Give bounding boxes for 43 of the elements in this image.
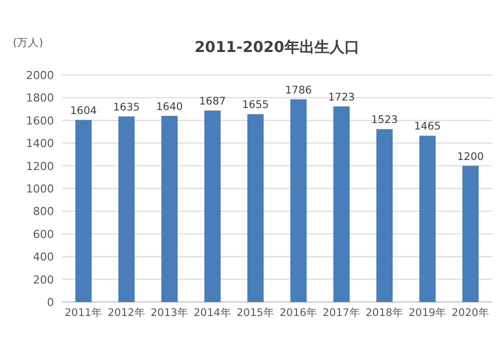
x-tick-label: 2017年 bbox=[322, 307, 360, 319]
y-axis-title: (万人) bbox=[12, 37, 44, 49]
y-tick-label: 200 bbox=[33, 273, 54, 286]
y-tick-label: 2000 bbox=[26, 69, 54, 82]
x-tick-label: 2012年 bbox=[108, 307, 146, 319]
bar bbox=[290, 99, 307, 302]
x-tick-label: 2018年 bbox=[366, 307, 404, 319]
data-label: 1723 bbox=[328, 91, 355, 104]
bar bbox=[333, 106, 350, 302]
x-tick-label: 2020年 bbox=[452, 307, 490, 319]
y-tick-label: 1800 bbox=[26, 92, 54, 105]
x-tick-label: 2016年 bbox=[280, 307, 318, 319]
data-label: 1655 bbox=[242, 99, 269, 112]
data-label: 1687 bbox=[199, 96, 226, 108]
y-tick-label: 1600 bbox=[26, 114, 54, 128]
x-tick-label: 2019年 bbox=[408, 307, 446, 319]
data-label: 1604 bbox=[70, 104, 98, 117]
data-label: 1200 bbox=[457, 150, 484, 163]
y-tick-label: 1000 bbox=[26, 182, 54, 196]
bar bbox=[204, 110, 221, 302]
y-tick-label: 0 bbox=[47, 296, 54, 309]
y-tick-label: 1400 bbox=[26, 137, 54, 150]
y-tick-label: 600 bbox=[33, 228, 54, 241]
chart-title: 2011-2020年出生人口 bbox=[194, 38, 360, 56]
y-tick-label: 400 bbox=[33, 250, 54, 264]
data-label: 1635 bbox=[113, 101, 140, 114]
bar bbox=[247, 114, 264, 302]
bar bbox=[161, 116, 178, 302]
x-tick-label: 2011年 bbox=[64, 307, 102, 319]
y-tick-label: 800 bbox=[33, 205, 54, 218]
bar bbox=[462, 166, 479, 302]
x-tick-label: 2013年 bbox=[150, 307, 188, 319]
bar bbox=[75, 120, 92, 302]
data-label: 1640 bbox=[156, 100, 183, 113]
bar bbox=[419, 136, 436, 302]
bar bbox=[118, 116, 135, 302]
y-tick-label: 1200 bbox=[26, 160, 54, 173]
x-tick-label: 2015年 bbox=[236, 307, 274, 319]
data-label: 1465 bbox=[414, 120, 441, 133]
data-label: 1523 bbox=[371, 114, 398, 126]
bar bbox=[376, 129, 393, 302]
data-label: 1786 bbox=[285, 84, 312, 96]
x-tick-label: 2014年 bbox=[194, 307, 232, 319]
